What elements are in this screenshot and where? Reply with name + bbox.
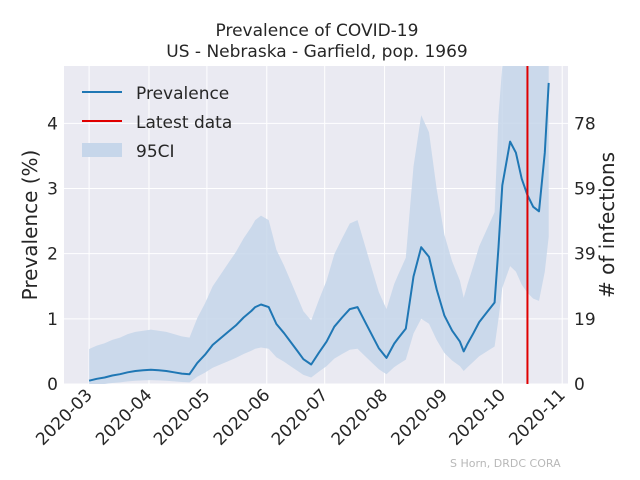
y2-tick-label: 59 [574,180,596,200]
y2-tick-label: 39 [574,245,596,265]
y-axis-ticks: 0 1 2 3 4 [47,114,58,395]
legend-prevalence-label: Prevalence [136,84,229,104]
x-tick-label: 2020-06 [210,385,274,449]
x-tick-label: 2020-08 [328,385,392,449]
legend-latest-label: Latest data [136,113,232,133]
y2-tick-label: 78 [574,114,596,134]
legend-95ci-swatch [82,143,122,157]
y-axis-label: Prevalence (%) [18,150,42,301]
legend-95ci-label: 95CI [136,142,175,162]
y-tick-label: 0 [47,375,58,395]
confidence-band-layer [89,66,549,384]
x-tick-label: 2020-04 [92,385,156,449]
y2-tick-label: 0 [574,375,585,395]
y2-axis-label: # of infections [595,152,619,298]
chart-subtitle: US - Nebraska - Garfield, pop. 1969 [166,42,467,62]
confidence-band [89,66,549,384]
y-tick-label: 1 [47,310,58,330]
x-tick-label: 2020-11 [505,385,569,449]
x-tick-label: 2020-10 [446,385,510,449]
y-tick-label: 4 [47,114,58,134]
x-tick-label: 2020-07 [268,385,332,449]
credit-text: S Horn, DRDC CORA [450,457,561,470]
y2-axis-ticks: 0 19 39 59 78 [574,114,596,395]
chart-title: Prevalence of COVID-19 [216,21,419,41]
x-tick-label: 2020-09 [388,385,452,449]
x-tick-label: 2020-03 [32,385,96,449]
x-axis-ticks: 2020-032020-042020-052020-062020-072020-… [32,385,569,449]
y-tick-label: 2 [47,245,58,265]
legend: Prevalence Latest data 95CI [82,84,232,162]
y2-tick-label: 19 [574,310,596,330]
x-tick-label: 2020-05 [150,385,214,449]
y-tick-label: 3 [47,180,58,200]
